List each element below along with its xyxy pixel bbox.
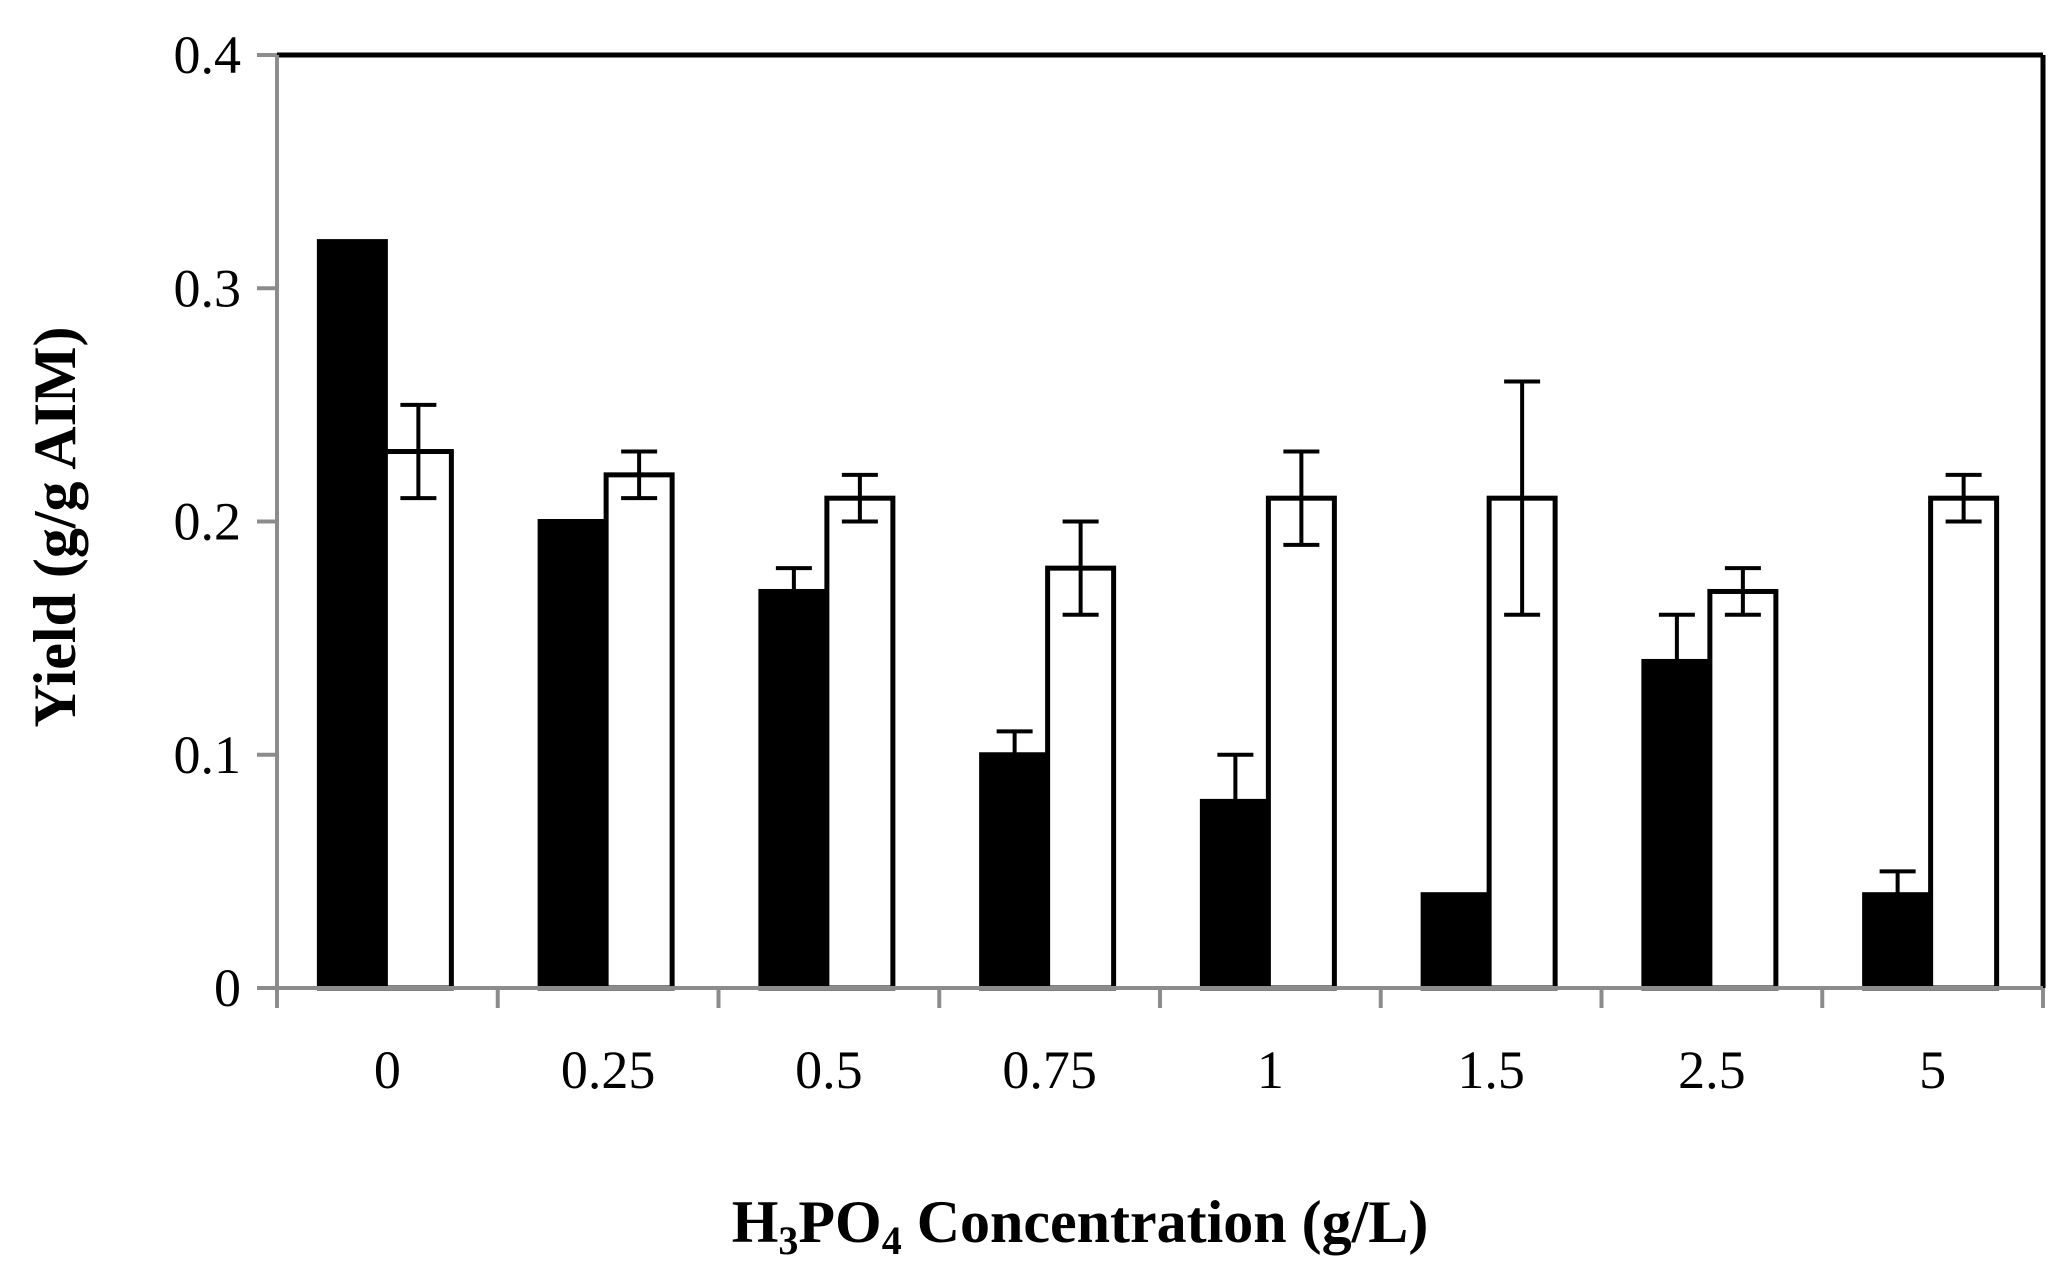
x-title-part-h: H bbox=[732, 1189, 779, 1255]
bars-layer bbox=[316, 239, 2000, 991]
white-series-bar-3 bbox=[1045, 565, 1117, 991]
black-series-bar-5 bbox=[1420, 892, 1492, 991]
black-series-bar-1 bbox=[537, 519, 609, 991]
x-tick-label-4: 1 bbox=[1257, 1040, 1284, 1100]
labels-layer: 0 0.25 0.5 0.75 1 1.5 2.5 5 0 0.1 0.2 0.3 0.4 bbox=[174, 25, 1947, 1100]
white-series-bar-2 bbox=[824, 495, 896, 991]
x-tick-label-6: 2.5 bbox=[1678, 1040, 1746, 1100]
y-tick-label-0: 0 bbox=[214, 958, 241, 1018]
y-tick-label-1: 0.1 bbox=[174, 725, 242, 785]
x-title-sub-3: 3 bbox=[778, 1218, 798, 1263]
x-title-sub-4: 4 bbox=[882, 1218, 902, 1263]
x-tick-label-1: 0.25 bbox=[561, 1040, 656, 1100]
black-series-bar-2 bbox=[758, 588, 830, 991]
x-tick-label-3: 0.75 bbox=[1002, 1040, 1097, 1100]
y-tick-label-3: 0.3 bbox=[174, 258, 242, 318]
x-axis-title: H3PO4 Concentration (g/L) bbox=[732, 1189, 1429, 1263]
white-series-bar-0 bbox=[382, 449, 454, 991]
axes-layer bbox=[257, 52, 2046, 1008]
x-title-part-po: PO bbox=[798, 1189, 881, 1255]
y-tick-label-4: 0.4 bbox=[174, 25, 242, 85]
x-tick-label-0: 0 bbox=[374, 1040, 401, 1100]
white-series-bar-6 bbox=[1707, 588, 1779, 991]
x-tick-label-2: 0.5 bbox=[795, 1040, 863, 1100]
white-series-bar-4 bbox=[1265, 495, 1337, 991]
white-series-bar-1 bbox=[603, 472, 675, 991]
x-tick-label-7: 5 bbox=[1919, 1040, 1946, 1100]
y-axis-title: Yield (g/g AIM) bbox=[22, 326, 88, 727]
black-series-bar-3 bbox=[979, 752, 1051, 991]
black-series-bar-6 bbox=[1641, 658, 1713, 991]
black-series-bar-0 bbox=[316, 239, 388, 991]
x-title-part-rest: Concentration (g/L) bbox=[902, 1189, 1429, 1255]
x-tick-label-5: 1.5 bbox=[1457, 1040, 1525, 1100]
y-tick-label-2: 0.2 bbox=[174, 492, 242, 552]
white-series-bar-7 bbox=[1928, 495, 2000, 991]
error-bars-layer bbox=[400, 379, 1982, 921]
